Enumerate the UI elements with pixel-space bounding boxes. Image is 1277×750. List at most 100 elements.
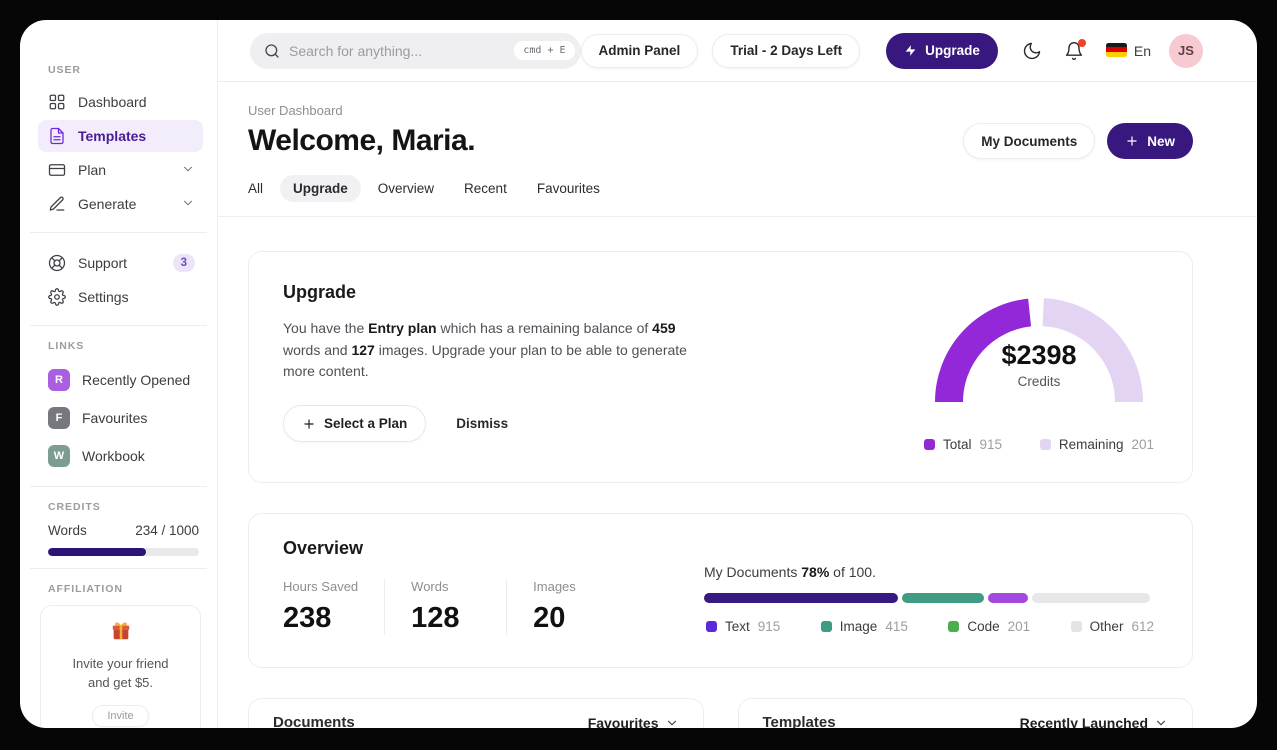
chevron-down-icon (181, 196, 195, 213)
gift-icon (112, 622, 129, 640)
search-shortcut: cmd + E (514, 41, 575, 60)
tab-all[interactable]: All (248, 181, 264, 196)
sidebar-item-label: Templates (78, 128, 147, 144)
sidebar-item-dashboard[interactable]: Dashboard (38, 86, 203, 118)
germany-flag-icon (1105, 42, 1127, 57)
sidebar-section-user: USER (48, 64, 81, 76)
tab-overview[interactable]: Overview (377, 181, 435, 196)
documents-filter-dropdown[interactable]: Favourites (588, 715, 679, 728)
sidebar-item-generate[interactable]: Generate (38, 188, 203, 220)
legend-swatch (1070, 621, 1082, 632)
lifebuoy-icon (48, 254, 66, 272)
usage-legend: Text 915 Image 415 Code 201 (704, 619, 1156, 634)
sidebar-item-plan[interactable]: Plan (38, 154, 203, 186)
legend-swatch (924, 439, 935, 450)
sidebar-section-credits: CREDITS (48, 501, 101, 513)
legend-item-other: Other 612 (1070, 619, 1154, 634)
language-selector[interactable]: En (1105, 42, 1151, 59)
legend-item-total: Total 915 (924, 437, 1002, 452)
usage-stacked-bar (704, 593, 1156, 603)
sidebar-item-label: Favourites (82, 410, 148, 426)
credits-gauge: $2398 Credits Total 915 Remaining 201 (922, 284, 1156, 452)
legend-swatch (1039, 439, 1051, 450)
legend-swatch (706, 621, 717, 632)
stat-images: Images 20 (533, 579, 576, 634)
legend-swatch (820, 621, 832, 632)
documents-usage: My Documents 78% of 100. Text 915 Image … (704, 564, 1156, 637)
upgrade-card: Upgrade You have the Entry plan which ha… (248, 251, 1193, 483)
dark-mode-toggle[interactable] (1022, 41, 1042, 61)
breadcrumb: User Dashboard (248, 103, 343, 118)
gauge-arc-remaining (1042, 298, 1143, 403)
pencil-icon (49, 196, 65, 211)
legend-swatch (948, 621, 960, 632)
templates-card: Templates Recently Launched Blog Post Ti… (737, 698, 1193, 728)
lightning-icon (905, 45, 916, 56)
tab-recent[interactable]: Recent (464, 181, 507, 196)
credits-label: Words (48, 523, 87, 538)
moon-icon (1023, 42, 1041, 59)
bar-segment (987, 593, 1029, 603)
my-documents-button[interactable]: My Documents (963, 123, 1096, 159)
overview-card: Overview Hours Saved 238 Words 128 Image… (248, 513, 1193, 668)
dismiss-button[interactable]: Dismiss (456, 416, 509, 432)
link-letter-badge: W (48, 445, 70, 467)
search-icon (265, 43, 279, 58)
trial-badge[interactable]: Trial - 2 Days Left (712, 33, 861, 68)
divider (30, 232, 207, 233)
gauge-label: Credits (1017, 374, 1061, 389)
page-header: User Dashboard Welcome, Maria. My Docume… (218, 82, 1257, 217)
page-title: Welcome, Maria. (248, 124, 476, 157)
notification-dot (1077, 38, 1086, 47)
divider (30, 568, 207, 569)
link-letter-badge: R (48, 369, 70, 391)
sidebar-item-label: Generate (78, 196, 137, 212)
sidebar-item-templates[interactable]: Templates (38, 120, 203, 152)
affiliation-text: Invite your friend and get $5. (72, 656, 169, 690)
invite-button[interactable]: Invite (92, 704, 149, 727)
new-button[interactable]: New (1107, 123, 1193, 159)
language-label: En (1133, 42, 1151, 59)
legend-item-image: Image 415 (820, 619, 908, 634)
avatar[interactable]: JS (1169, 33, 1203, 68)
chevron-down-icon (1156, 720, 1166, 725)
bar-segment (1032, 593, 1150, 603)
search-input[interactable] (289, 42, 506, 59)
sidebar-item-label: Plan (78, 162, 107, 178)
gear-icon (48, 288, 66, 306)
sidebar-link-workbook[interactable]: W Workbook (38, 438, 203, 474)
notifications-button[interactable] (1064, 38, 1086, 61)
link-letter-badge: F (48, 407, 70, 429)
documents-card-title: Documents (273, 714, 355, 728)
sidebar-item-label: Settings (78, 289, 129, 305)
legend-item-text: Text 915 (706, 619, 780, 634)
sidebar-link-recently-opened[interactable]: R Recently Opened (38, 362, 203, 398)
gauge-legend: Total 915 Remaining 201 (922, 437, 1156, 452)
credits-value: 234 / 1000 (135, 523, 199, 538)
support-count-badge: 3 (172, 254, 195, 272)
sidebar-item-label: Support (78, 255, 128, 271)
templates-card-title: Templates (762, 714, 836, 728)
stat-words: Words 128 (411, 579, 508, 635)
admin-panel-button[interactable]: Admin Panel (580, 33, 699, 68)
divider (30, 325, 207, 326)
sidebar-item-settings[interactable]: Settings (38, 281, 203, 313)
sidebar-link-favourites[interactable]: F Favourites (38, 400, 203, 436)
bar-segment (48, 548, 147, 556)
tab-upgrade[interactable]: Upgrade (280, 175, 361, 202)
select-plan-button[interactable]: Select a Plan (283, 405, 427, 443)
templates-filter-dropdown[interactable]: Recently Launched (1020, 715, 1168, 728)
upgrade-button[interactable]: Upgrade (886, 32, 998, 69)
main-area: cmd + E Admin Panel Trial - 2 Days Left … (218, 20, 1257, 728)
document-icon (50, 127, 64, 145)
upgrade-card-title: Upgrade (283, 282, 357, 302)
bell-icon (1065, 41, 1083, 60)
tab-favourites[interactable]: Favourites (536, 181, 600, 196)
chevron-down-icon (181, 162, 195, 179)
legend-item-code: Code 201 (948, 619, 1030, 634)
plus-icon (304, 418, 314, 429)
search-bar[interactable]: cmd + E (250, 32, 581, 69)
sidebar-item-support[interactable]: Support 3 (38, 247, 203, 279)
sidebar-item-label: Workbook (82, 448, 145, 464)
grid-icon (49, 94, 65, 110)
